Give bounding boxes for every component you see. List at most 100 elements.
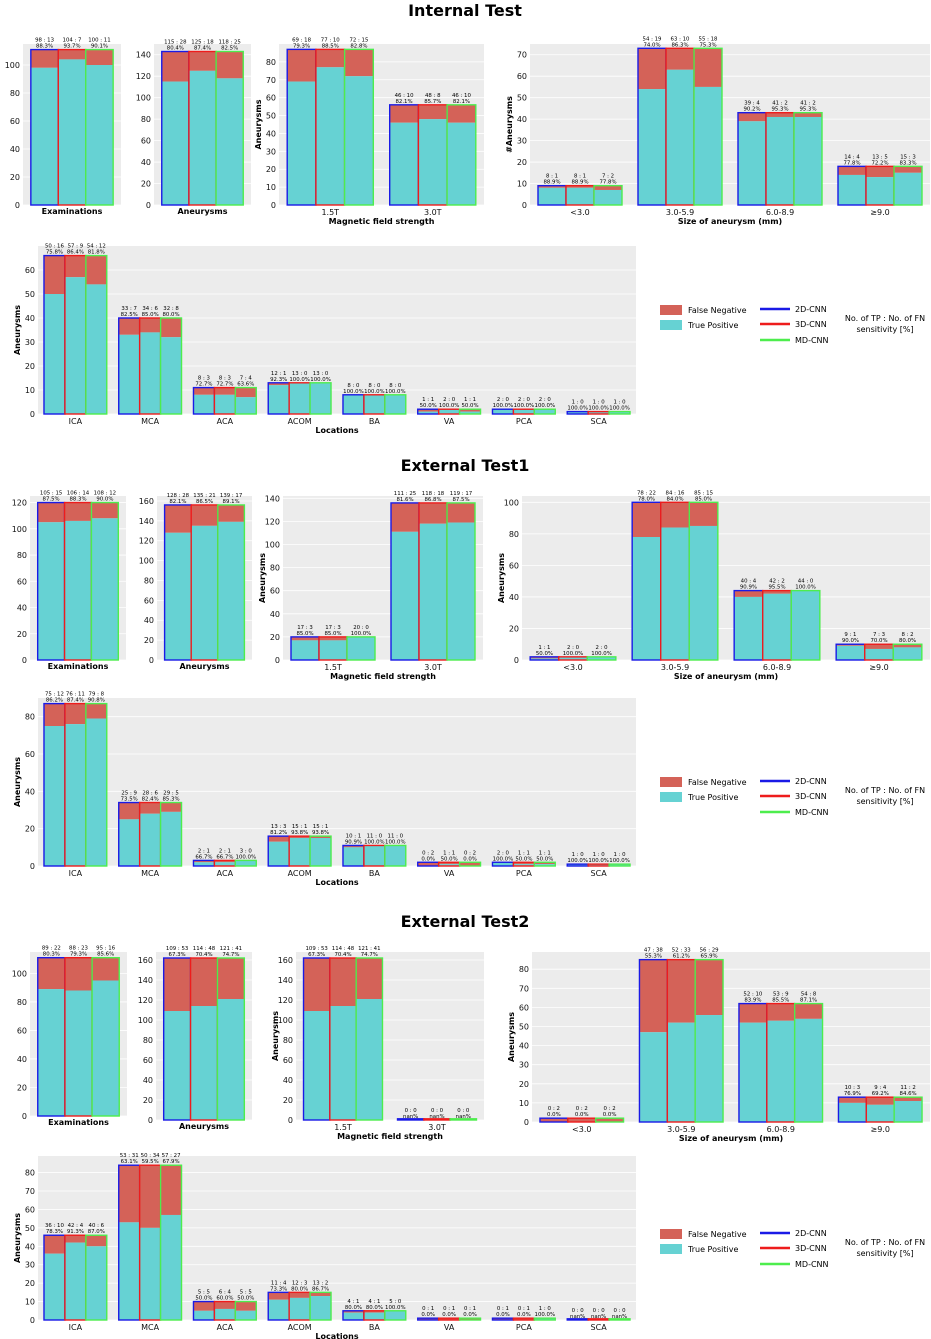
bar-count-label: 13 : 2	[313, 1280, 329, 1286]
y-tick-label: 20	[519, 1080, 529, 1089]
bar-2d-cnn-true-positive	[838, 174, 866, 205]
bar-2d-cnn-true-positive	[118, 1222, 140, 1320]
bar-md-cnn-true-positive	[384, 394, 406, 414]
bar-sensitivity-label: 86.3%	[671, 42, 688, 48]
legend: False Negative True Positive 2D-CNN 3D-CNN M…	[660, 777, 925, 817]
bar-md-cnn-false-negative	[235, 1301, 257, 1311]
bar-2d-cnn-true-positive	[734, 596, 763, 660]
y-tick-label: 10	[25, 386, 35, 395]
bar-md-cnn-outline	[594, 1117, 625, 1123]
y-tick-label: 140	[138, 976, 153, 985]
bar-2d-cnn-false-negative	[838, 1097, 867, 1103]
bar-md-cnn-false-negative	[794, 1003, 823, 1019]
x-tick-label: PCA	[516, 417, 532, 426]
bar-3d-cnn-true-positive	[191, 525, 218, 660]
x-tick-label: SCA	[591, 417, 608, 426]
bar-count-label: 106 : 14	[67, 491, 90, 497]
bar-count-label: 0 : 2	[422, 850, 434, 856]
bar-md-cnn-true-positive	[594, 189, 622, 205]
bar-sensitivity-label: 93.7%	[63, 44, 80, 50]
bar-sensitivity-label: 80.0%	[162, 312, 179, 318]
bar-sensitivity-label: 85.0%	[142, 312, 159, 318]
y-axis-label: Aneurysms	[13, 1213, 22, 1263]
bar-sensitivity-label: 86.2%	[46, 698, 63, 704]
bar-2d-cnn-false-negative	[632, 502, 661, 537]
x-tick-label: MCA	[141, 417, 159, 426]
y-axis-label: Aneurysms	[13, 757, 22, 807]
bar-count-label: 121 : 41	[358, 946, 380, 952]
bar-3d-cnn-false-negative	[191, 504, 218, 526]
y-tick-label: 60	[509, 561, 519, 570]
bar-2d-cnn-false-negative	[738, 1003, 767, 1023]
x-tick-label: 1.5T	[324, 663, 342, 672]
y-tick-label: 60	[517, 72, 527, 81]
bar-count-label: 0 : 2	[464, 850, 476, 856]
bar-sensitivity-label: 100.0%	[535, 403, 556, 409]
bar-2d-cnn-false-negative	[417, 1318, 439, 1320]
bar-count-label: 57 : 27	[162, 1153, 181, 1159]
bar-2d-cnn-true-positive	[193, 394, 215, 414]
bar-2d-cnn-true-positive	[268, 1299, 290, 1320]
x-axis-label: Examinations	[48, 1118, 109, 1127]
x-tick-label: ACOM	[288, 417, 312, 426]
legend-label-cnn_2d: 2D-CNN	[795, 1229, 827, 1238]
bar-sensitivity-label: 66.7%	[195, 854, 212, 860]
bar-sensitivity-label: 100.0%	[493, 856, 514, 862]
bar-count-label: 0 : 0	[593, 1308, 606, 1314]
legend-label-true-positive: True Positive	[687, 793, 738, 802]
section-title: Internal Test	[408, 1, 522, 20]
bar-md-cnn-outline	[608, 863, 631, 867]
legend-label-true-positive: True Positive	[687, 1245, 738, 1254]
bar-3d-cnn-true-positive	[363, 845, 385, 866]
bar-md-cnn-outline	[449, 1118, 478, 1121]
bar-3d-cnn-true-positive	[139, 1227, 161, 1320]
bar-md-cnn-outline	[234, 859, 257, 867]
bar-sensitivity-label: 93.8%	[312, 830, 329, 836]
bar-md-cnn-outline	[159, 1164, 183, 1321]
y-tick-label: 70	[519, 984, 529, 993]
bar-2d-cnn-false-negative	[193, 1301, 215, 1311]
bar-md-cnn-true-positive	[384, 845, 406, 866]
bar-md-cnn-true-positive	[794, 116, 822, 205]
bar-3d-cnn-true-positive	[566, 187, 594, 205]
bar-sensitivity-label: 85.0%	[296, 631, 313, 637]
bar-md-cnn-outline	[85, 702, 108, 867]
bar-3d-cnn-true-positive	[667, 1022, 696, 1122]
bar-count-label: 2 : 0	[497, 850, 510, 856]
y-tick-label: 60	[283, 1056, 293, 1065]
bar-md-cnn-outline	[694, 958, 724, 1123]
bar-md-cnn-false-negative	[689, 502, 718, 526]
bar-count-label: 100 : 11	[88, 38, 110, 44]
bar-md-cnn-outline	[217, 504, 246, 661]
bar-count-label: 17 : 3	[325, 625, 341, 631]
bar-2d-cnn-false-negative	[303, 958, 330, 1011]
bar-2d-cnn-false-negative	[30, 49, 59, 68]
bar-count-label: 8 : 2	[902, 632, 914, 638]
bar-3d-cnn-false-negative	[513, 862, 535, 865]
bar-md-cnn-true-positive	[91, 518, 119, 660]
bar-count-label: 8 : 0	[389, 383, 402, 389]
y-tick-label: 40	[270, 610, 280, 619]
bar-3d-cnn-false-negative	[363, 1310, 385, 1313]
y-tick-label: 80	[519, 965, 529, 974]
bar-sensitivity-label: 72.2%	[871, 160, 888, 166]
bar-3d-cnn-true-positive	[864, 648, 894, 660]
bar-2d-cnn-true-positive	[492, 862, 514, 866]
bar-count-label: 0 : 0	[614, 1308, 627, 1314]
bar-count-label: 88 : 23	[69, 946, 88, 952]
bar-md-cnn-false-negative	[694, 48, 722, 87]
bar-md-cnn-true-positive	[310, 1296, 332, 1320]
bar-3d-cnn-false-negative	[315, 49, 345, 68]
bar-3d-cnn-false-negative	[766, 112, 794, 117]
y-tick-label: 80	[270, 564, 280, 573]
bar-count-label: 2 : 1	[198, 848, 210, 854]
bar-count-label: 13 : 0	[292, 371, 308, 377]
bar-2d-cnn-false-negative	[118, 318, 140, 335]
y-tick-label: 160	[139, 497, 154, 506]
bar-3d-cnn-false-negative	[289, 836, 311, 838]
bar-3d-cnn-true-positive	[58, 59, 86, 206]
